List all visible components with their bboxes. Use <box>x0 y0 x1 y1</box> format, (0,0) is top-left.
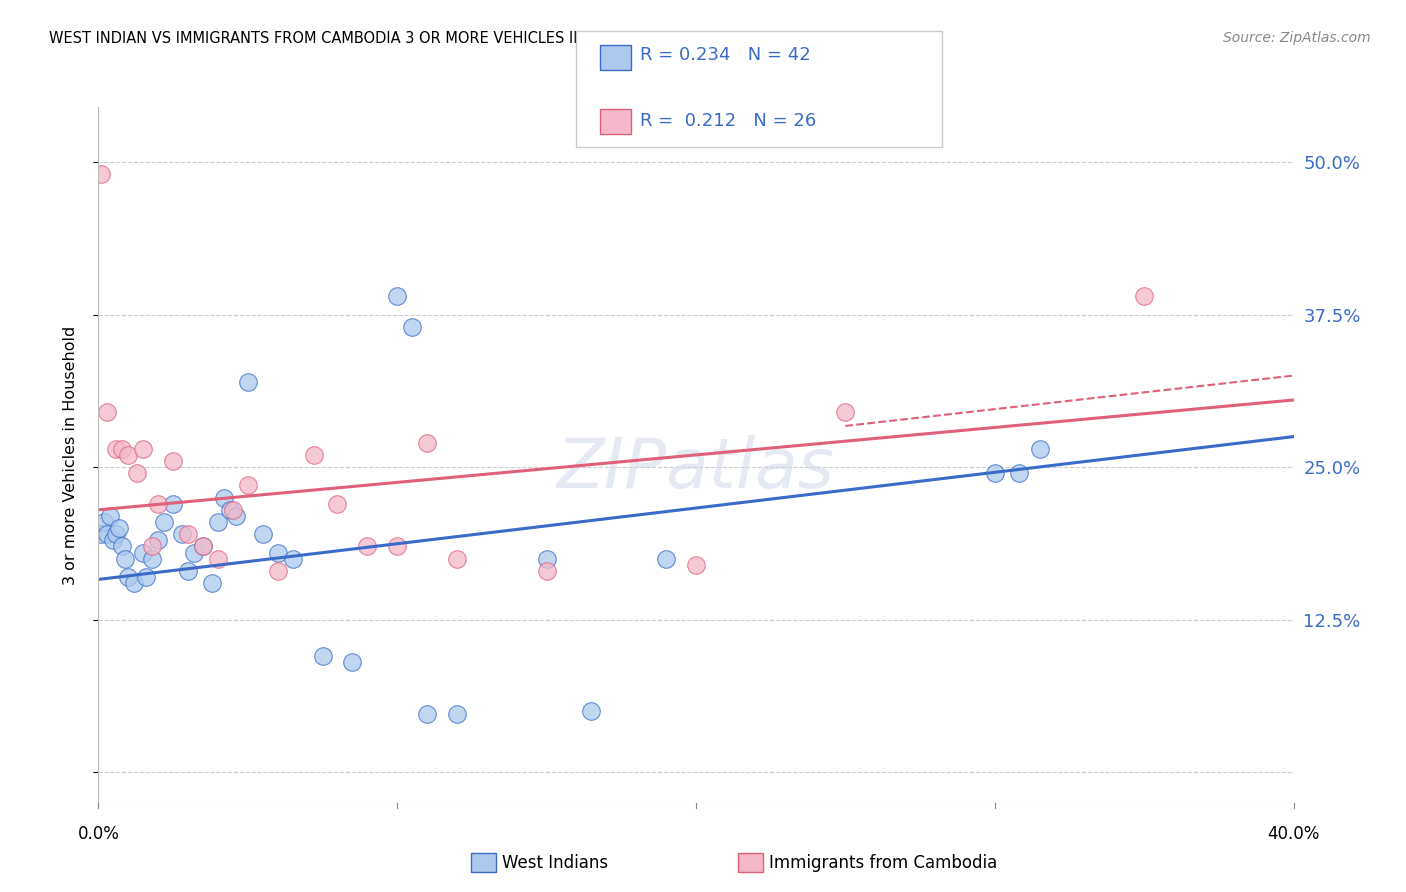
Point <box>385 289 409 303</box>
Text: Immigrants from Cambodia: Immigrants from Cambodia <box>769 854 997 871</box>
Point <box>685 558 707 572</box>
Point <box>1007 467 1029 481</box>
Point <box>172 527 194 541</box>
Point <box>834 405 856 419</box>
Point <box>148 533 170 548</box>
Point <box>153 515 176 529</box>
Point <box>162 454 184 468</box>
Text: R =  0.212   N = 26: R = 0.212 N = 26 <box>640 112 815 130</box>
Point <box>132 545 155 559</box>
Point <box>281 551 304 566</box>
Text: ZIPatlas: ZIPatlas <box>557 435 835 502</box>
Point <box>356 540 378 554</box>
Point <box>446 706 468 721</box>
Point <box>117 570 139 584</box>
Point <box>581 704 603 718</box>
Point <box>124 576 146 591</box>
Point <box>117 448 139 462</box>
Point <box>536 564 558 578</box>
Text: 0.0%: 0.0% <box>77 825 120 843</box>
Point <box>212 491 235 505</box>
Point <box>191 540 214 554</box>
Point <box>207 551 229 566</box>
Point <box>201 576 224 591</box>
Point <box>236 375 259 389</box>
Text: West Indians: West Indians <box>502 854 607 871</box>
Point <box>96 527 118 541</box>
Point <box>100 508 122 523</box>
Point <box>984 467 1007 481</box>
Point <box>252 527 274 541</box>
Point <box>114 551 136 566</box>
Point <box>207 515 229 529</box>
Point <box>219 503 242 517</box>
Text: 40.0%: 40.0% <box>1267 825 1320 843</box>
Text: Source: ZipAtlas.com: Source: ZipAtlas.com <box>1223 31 1371 45</box>
Point <box>191 540 214 554</box>
Point <box>267 545 290 559</box>
Point <box>536 551 558 566</box>
Text: WEST INDIAN VS IMMIGRANTS FROM CAMBODIA 3 OR MORE VEHICLES IN HOUSEHOLD CORRELAT: WEST INDIAN VS IMMIGRANTS FROM CAMBODIA … <box>49 31 845 46</box>
Point <box>141 551 163 566</box>
Point <box>267 564 290 578</box>
Point <box>90 527 112 541</box>
Point <box>105 527 128 541</box>
Point <box>416 706 439 721</box>
Point <box>103 533 125 548</box>
Point <box>311 649 333 664</box>
Point <box>141 540 163 554</box>
Point <box>93 515 115 529</box>
Text: R = 0.234   N = 42: R = 0.234 N = 42 <box>640 46 810 64</box>
Point <box>111 540 134 554</box>
Point <box>177 527 200 541</box>
Point <box>236 478 259 492</box>
Point <box>105 442 128 456</box>
Point <box>225 508 247 523</box>
Point <box>162 497 184 511</box>
Point <box>401 319 423 334</box>
Point <box>177 564 200 578</box>
Y-axis label: 3 or more Vehicles in Household: 3 or more Vehicles in Household <box>63 326 77 584</box>
Point <box>111 442 134 456</box>
Point <box>342 656 364 670</box>
Point <box>183 545 205 559</box>
Point <box>127 467 149 481</box>
Point <box>90 167 112 181</box>
Point <box>132 442 155 456</box>
Point <box>108 521 131 535</box>
Point <box>1133 289 1156 303</box>
Point <box>655 551 678 566</box>
Point <box>222 503 245 517</box>
Point <box>302 448 325 462</box>
Point <box>96 405 118 419</box>
Point <box>385 540 409 554</box>
Point <box>1028 442 1050 456</box>
Point <box>135 570 157 584</box>
Point <box>148 497 170 511</box>
Point <box>326 497 349 511</box>
Point <box>446 551 468 566</box>
Point <box>416 435 439 450</box>
